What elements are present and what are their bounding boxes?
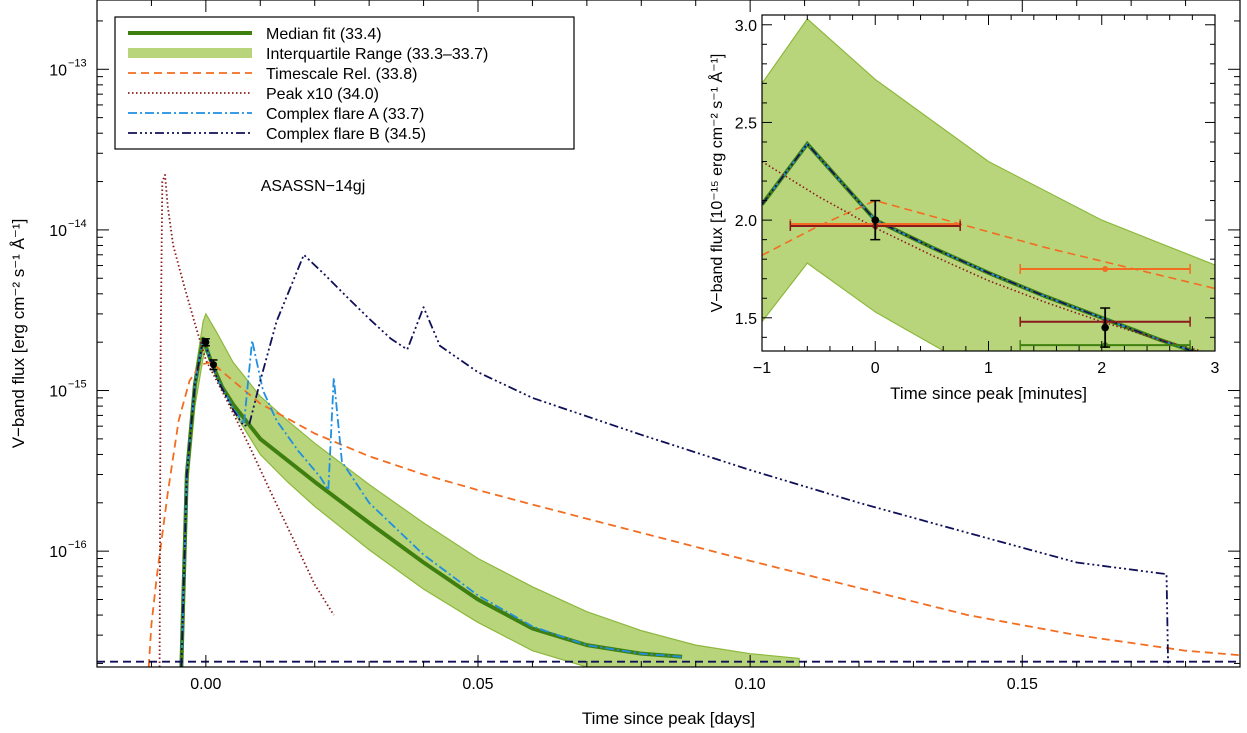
inset-x-tick-label: 3 xyxy=(1211,360,1220,377)
y-tick-exponent: −14 xyxy=(68,218,87,230)
inset-y-tick-label: 3.0 xyxy=(735,18,757,35)
inset-x-tick-label: 0 xyxy=(871,360,880,377)
legend-entry-label: Interquartile Range (33.3–33.7) xyxy=(266,46,488,63)
y-tick-exponent: −16 xyxy=(68,539,87,551)
inset-point xyxy=(1101,323,1109,332)
inset-chart: −1 0 1 2 3 1.5 2.0 2.5 3.0 Time since peak [minut… xyxy=(707,14,1220,403)
legend-entry-label: Complex flare A (33.7) xyxy=(266,106,424,123)
main-plot-area xyxy=(97,174,1240,667)
inset-point xyxy=(871,216,880,224)
series-line-median-1 xyxy=(179,336,683,667)
data-point xyxy=(202,338,210,346)
x-tick-label: 0.05 xyxy=(462,676,493,693)
legend-box xyxy=(114,16,575,150)
data-point xyxy=(209,361,217,369)
legend-entry-label: Complex flare B (34.5) xyxy=(266,126,426,143)
main-plot-frame xyxy=(96,0,1241,668)
series-line-peak-3 xyxy=(158,174,335,667)
inset-series-line-3 xyxy=(762,142,1195,351)
annotation-object-name: ASASSN−14gj xyxy=(261,178,366,195)
y-tick-label: 10 xyxy=(49,62,67,79)
y-tick-label: 10 xyxy=(49,544,67,561)
legend-entry-label: Timescale Rel. (33.8) xyxy=(266,66,417,83)
inset-y-tick-label: 2.0 xyxy=(735,213,757,230)
x-tick-label: 0.10 xyxy=(735,676,766,693)
inset-x-tick-label: 2 xyxy=(1097,360,1106,377)
y-tick-label: 10 xyxy=(49,223,67,240)
legend-swatch-band xyxy=(128,48,252,58)
inset-x-tick-label: −1 xyxy=(753,360,771,377)
x-axis-label: Time since peak [days] xyxy=(582,709,755,728)
band-interquartile-range xyxy=(180,312,800,667)
inset-x-axis-label: Time since peak [minutes] xyxy=(890,384,1087,403)
y-tick-label: 10 xyxy=(49,384,67,401)
inset-series-line-4 xyxy=(762,199,1215,290)
series-line-timescale-2 xyxy=(147,361,1240,667)
legend: Median fit (33.4) Interquartile Range (33… xyxy=(114,16,575,150)
inset-y-axis-label: V−band flux [10⁻¹⁵ erg cm⁻² s⁻¹ Å⁻¹] xyxy=(707,54,726,313)
inset-plot-area xyxy=(762,18,1215,351)
y-axis-label: V−band flux [erg cm⁻² s⁻¹ Å⁻¹] xyxy=(9,219,28,449)
series-line-complex-4 xyxy=(180,337,683,667)
inset-y-tick-label: 2.5 xyxy=(735,115,757,132)
inset-series-line-5 xyxy=(762,160,1204,351)
y-tick-exponent: −15 xyxy=(68,379,87,391)
inset-y-tick-label: 1.5 xyxy=(735,311,757,328)
legend-entry-label: Peak x10 (34.0) xyxy=(266,86,379,103)
y-tick-exponent: −13 xyxy=(68,57,87,69)
inset-x-tick-label: 1 xyxy=(984,360,993,377)
inset-point xyxy=(1102,265,1109,272)
x-tick-label: 0.00 xyxy=(190,676,221,693)
x-tick-label: 0.15 xyxy=(1007,676,1038,693)
legend-entry-label: Median fit (33.4) xyxy=(266,26,382,43)
